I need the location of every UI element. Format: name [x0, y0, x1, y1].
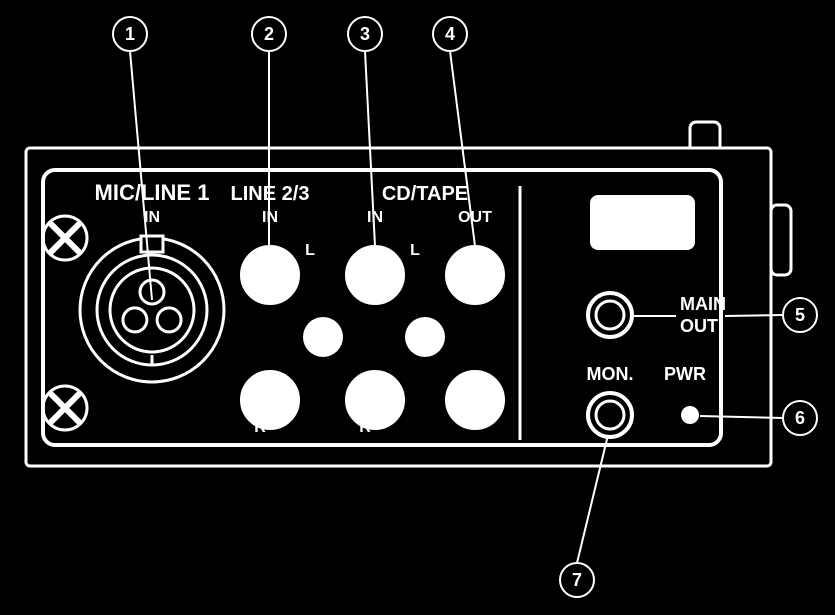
- rca-jack-c3-r1: [446, 246, 504, 304]
- label-pwr: PWR: [664, 364, 706, 384]
- label-main: MAIN: [680, 294, 726, 314]
- callout-number-6: 6: [795, 408, 805, 428]
- display: [590, 195, 695, 250]
- callout-number-4: 4: [445, 24, 455, 44]
- label-L1: L: [305, 242, 315, 259]
- rca-jack-c3-r2: [446, 371, 504, 429]
- label-cdtape: CD/TAPE: [382, 183, 468, 205]
- callout-number-3: 3: [360, 24, 370, 44]
- label-mic-in: IN: [144, 209, 160, 226]
- label-cd-out: OUT: [458, 209, 492, 226]
- xlr-notch: [141, 236, 163, 252]
- rca-jack-c1-r2: [241, 371, 299, 429]
- callout-number-7: 7: [572, 570, 582, 590]
- right-tab: [771, 205, 791, 275]
- callout-number-1: 1: [125, 24, 135, 44]
- callout-number-2: 2: [264, 24, 274, 44]
- rca-jack-c2-r2: [346, 371, 404, 429]
- label-R1: R: [254, 419, 266, 436]
- callout-line-5: [725, 315, 783, 316]
- rca-mid-2: [405, 317, 445, 357]
- callout-number-5: 5: [795, 305, 805, 325]
- pwr-led: [681, 406, 699, 424]
- rca-jack-c2-r1: [346, 246, 404, 304]
- label-mon: MON.: [587, 364, 634, 384]
- label-R2: R: [359, 419, 371, 436]
- label-L2: L: [410, 242, 420, 259]
- rca-mid-1: [303, 317, 343, 357]
- label-cd-in: IN: [367, 209, 383, 226]
- label-out: OUT: [680, 316, 718, 336]
- label-mic-line: MIC/LINE 1: [95, 180, 210, 205]
- rca-jack-c1-r1: [241, 246, 299, 304]
